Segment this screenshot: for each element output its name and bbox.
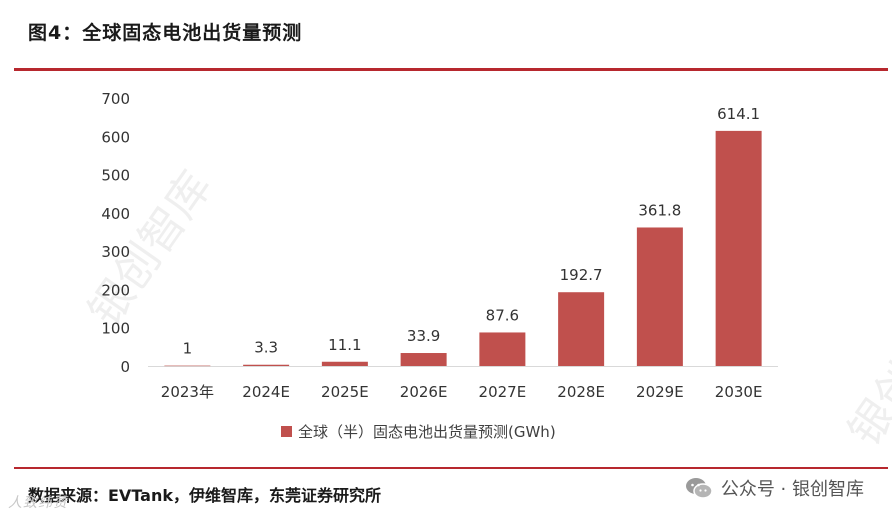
y-tick-label: 600 [101, 128, 130, 146]
y-tick-label: 0 [120, 358, 130, 376]
bar [243, 364, 290, 366]
x-tick-label: 2023年 [161, 383, 214, 401]
x-tick-label: 2024E [242, 383, 290, 401]
bar-value-label: 3.3 [254, 339, 278, 357]
bar [715, 130, 762, 366]
y-tick-label: 400 [101, 205, 130, 223]
legend-swatch [281, 426, 292, 437]
bar-value-label: 1 [183, 340, 193, 358]
bar-value-label: 614.1 [717, 105, 760, 123]
data-source-note: 数据来源：EVTank，伊维智库，东莞证券研究所 [28, 486, 381, 505]
bar [636, 227, 683, 366]
bar-value-label: 11.1 [328, 336, 361, 354]
x-tick-label: 2030E [715, 383, 763, 401]
x-tick-label: 2025E [321, 383, 369, 401]
bar-value-label: 33.9 [407, 327, 440, 345]
bar-chart: 0 100 200 300 400 500 600 700 1 2023年 3.3 2024E 11.1… [101, 90, 778, 441]
top-divider [14, 68, 888, 71]
figure-title: 图4：全球固态电池出货量预测 [28, 22, 303, 44]
y-tick-label: 700 [101, 90, 130, 108]
bottom-divider [14, 467, 888, 469]
bar [558, 292, 605, 366]
bar [400, 353, 447, 366]
bar-value-label: 361.8 [638, 201, 681, 219]
bar [479, 332, 526, 366]
x-tick-label: 2028E [557, 383, 605, 401]
x-tick-label: 2027E [479, 383, 527, 401]
y-tick-label: 100 [101, 320, 130, 338]
y-tick-label: 300 [101, 243, 130, 261]
x-tick-label: 2029E [636, 383, 684, 401]
bar-value-label: 192.7 [560, 266, 603, 284]
y-tick-label: 200 [101, 281, 130, 299]
y-tick-label: 500 [101, 167, 130, 185]
wechat-account: 公众号 · 银创智库 [685, 475, 864, 501]
legend-label: 全球（半）固态电池出货量预测(GWh) [298, 423, 556, 441]
corner-watermark: 人致纬赞 [8, 495, 68, 511]
bar-value-label: 87.6 [486, 306, 519, 324]
wechat-icon [685, 478, 713, 499]
bar [164, 365, 211, 367]
wechat-account-label: 公众号 · 银创智库 [720, 479, 864, 500]
x-tick-label: 2026E [400, 383, 448, 401]
bar [321, 361, 368, 366]
